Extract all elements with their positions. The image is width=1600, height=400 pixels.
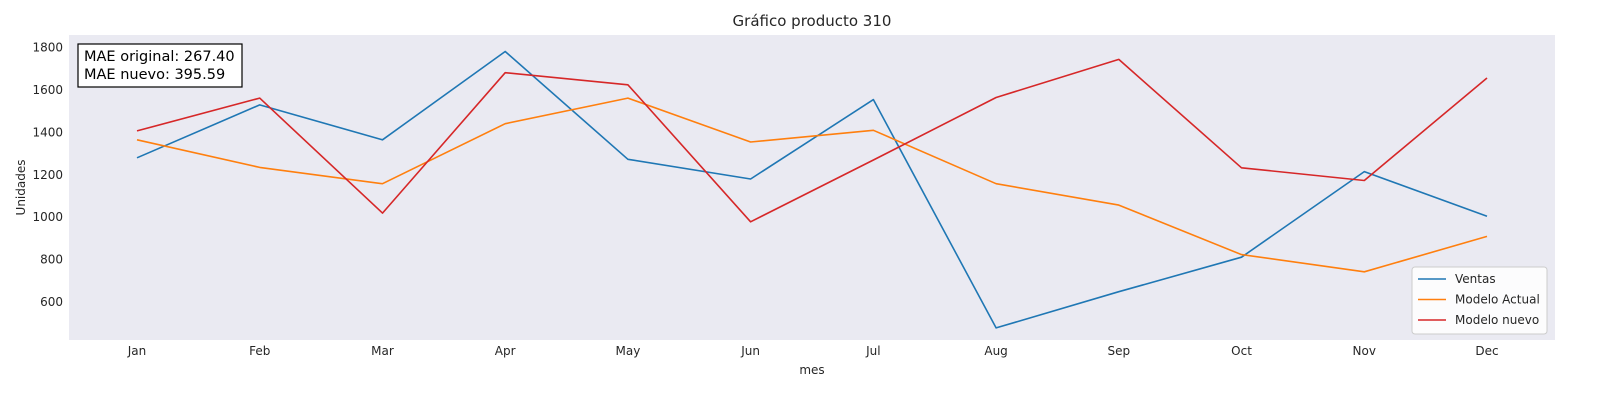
legend-entry: Modelo Actual xyxy=(1455,293,1540,307)
chart-legend: Ventas Modelo Actual Modelo nuevo xyxy=(1411,266,1548,335)
y-axis-ticks: 600 800 1000 1200 1400 1600 1800 xyxy=(32,41,63,309)
plot-area xyxy=(69,35,1555,340)
series-line-modelo-actual xyxy=(136,97,1488,273)
y-tick-label: 600 xyxy=(40,295,63,309)
x-tick-label: Sep xyxy=(1108,344,1131,358)
x-tick-label: Jul xyxy=(865,344,880,358)
annotation-mae-nuevo: MAE nuevo: 395.59 xyxy=(84,67,225,83)
legend-entry: Ventas xyxy=(1455,272,1496,286)
series-lines xyxy=(136,50,1488,329)
legend-entry: Modelo nuevo xyxy=(1455,313,1539,327)
y-tick-label: 1200 xyxy=(32,168,63,182)
series-line-modelo-nuevo xyxy=(136,58,1488,223)
y-tick-label: 800 xyxy=(40,253,63,267)
x-axis-ticks: Jan Feb Mar Apr May Jun Jul Aug Sep Oct Nov Dec xyxy=(127,344,1499,358)
x-tick-label: Jun xyxy=(740,344,760,358)
series-line-ventas xyxy=(136,50,1488,329)
annotation-frame xyxy=(77,43,243,88)
legend-frame xyxy=(1411,266,1548,335)
annotation-mae-original: MAE original: 267.40 xyxy=(84,49,235,65)
y-tick-label: 1400 xyxy=(32,125,63,139)
x-tick-label: Mar xyxy=(371,344,394,358)
y-axis-label: Unidades xyxy=(14,160,28,216)
x-tick-label: Oct xyxy=(1231,344,1252,358)
y-tick-label: 1600 xyxy=(32,83,63,97)
y-tick-label: 1800 xyxy=(32,41,63,55)
x-tick-label: Aug xyxy=(984,344,1007,358)
x-tick-label: Feb xyxy=(249,344,270,358)
y-tick-label: 1000 xyxy=(32,210,63,224)
x-axis-label: mes xyxy=(799,363,824,377)
x-tick-label: May xyxy=(616,344,641,358)
chart-title: Gráfico producto 310 xyxy=(733,12,892,30)
x-tick-label: Apr xyxy=(495,344,516,358)
x-tick-label: Nov xyxy=(1353,344,1376,358)
mae-annotation: MAE original: 267.40 MAE nuevo: 395.59 xyxy=(77,43,243,88)
x-tick-label: Dec xyxy=(1475,344,1498,358)
x-tick-label: Jan xyxy=(127,344,147,358)
